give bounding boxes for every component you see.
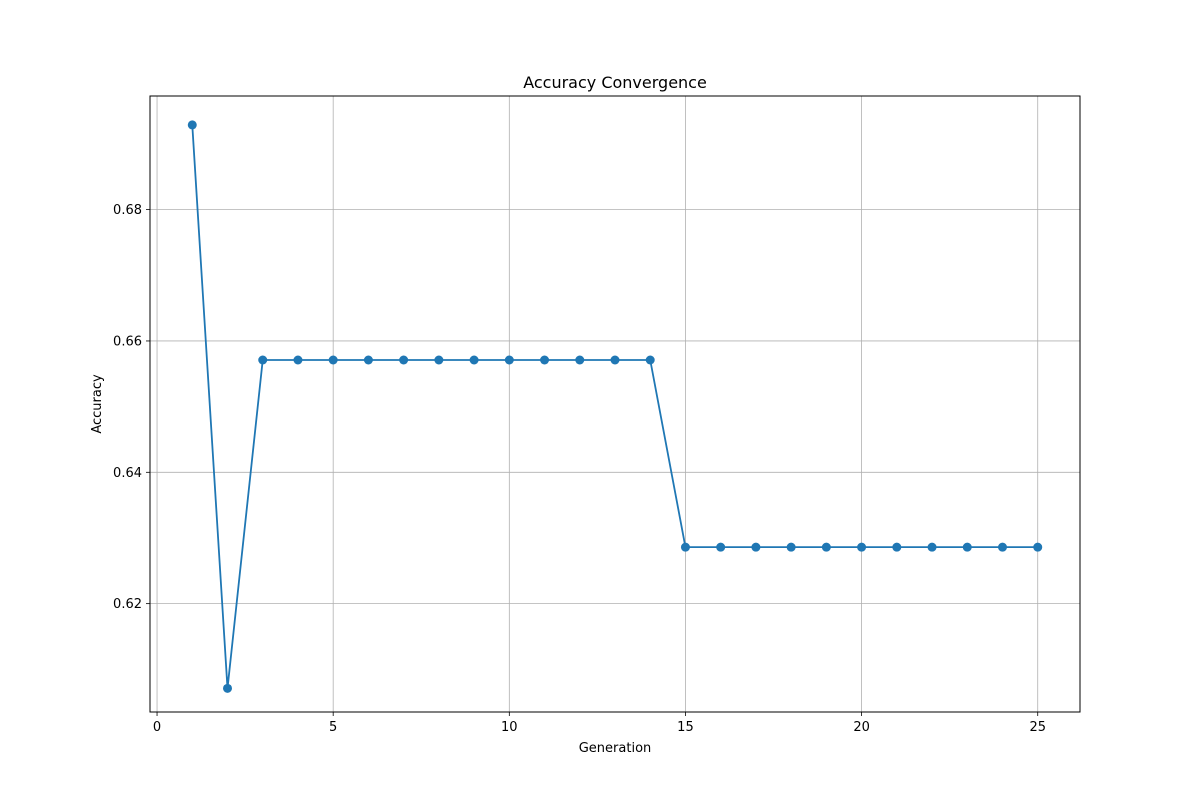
data-point	[575, 355, 585, 365]
data-point	[363, 355, 373, 365]
x-tick-label: 0	[153, 720, 161, 735]
data-point	[645, 355, 655, 365]
data-point	[399, 355, 409, 365]
data-point	[293, 355, 303, 365]
data-point	[469, 355, 479, 365]
y-tick-label: 0.68	[113, 203, 142, 218]
data-point	[927, 542, 937, 552]
x-axis-label: Generation	[579, 741, 652, 756]
data-point	[1033, 542, 1043, 552]
data-point	[610, 355, 620, 365]
data-point	[187, 120, 197, 130]
data-point	[857, 542, 867, 552]
y-tick-label: 0.64	[113, 466, 142, 481]
x-tick-label: 5	[329, 720, 337, 735]
x-tick-label: 15	[677, 720, 694, 735]
data-point	[821, 542, 831, 552]
chart-title: Accuracy Convergence	[523, 73, 707, 92]
data-point	[786, 542, 796, 552]
data-point	[504, 355, 514, 365]
data-point	[328, 355, 338, 365]
grid-lines	[150, 96, 1080, 712]
data-point	[751, 542, 761, 552]
data-point	[223, 683, 232, 693]
y-axis-label: Accuracy	[90, 374, 105, 434]
data-point	[892, 542, 902, 552]
axis-ticks: 0 5 10 15 20 25 0.62 0.64 0.66 0.68	[113, 203, 1046, 735]
x-tick-label: 25	[1029, 720, 1046, 735]
y-tick-label: 0.62	[113, 597, 142, 612]
x-tick-label: 20	[853, 720, 870, 735]
series-layer	[187, 120, 1043, 693]
plot-frame	[149, 95, 1081, 713]
data-point	[680, 542, 690, 552]
data-point	[434, 355, 444, 365]
data-point	[998, 542, 1007, 552]
data-point	[258, 355, 268, 365]
data-point	[540, 355, 550, 365]
x-tick-label: 10	[501, 720, 518, 735]
data-point	[716, 542, 726, 552]
data-point	[962, 542, 972, 552]
y-tick-label: 0.66	[113, 334, 142, 349]
